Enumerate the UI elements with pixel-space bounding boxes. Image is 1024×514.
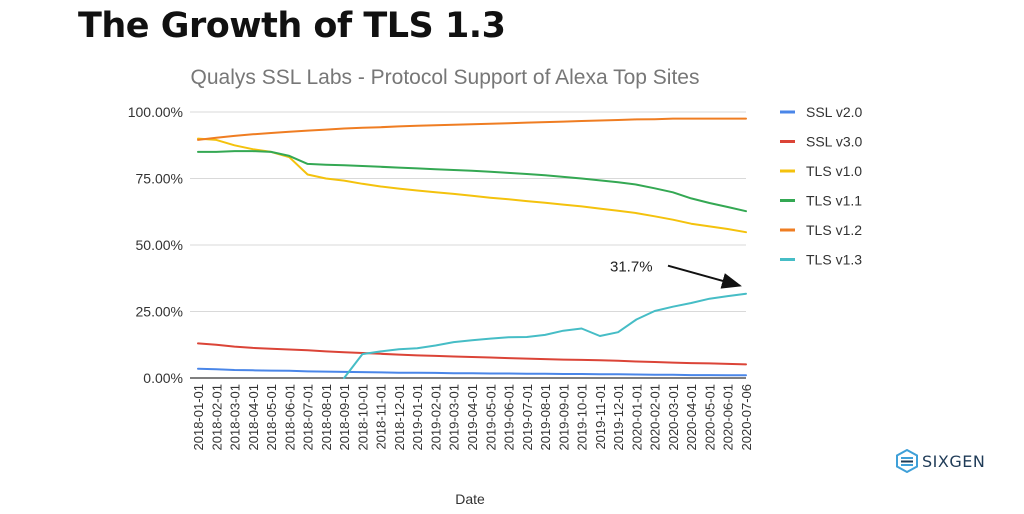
y-tick-label: 25.00% (136, 304, 183, 320)
x-tick-label: 2018-06-01 (282, 384, 297, 451)
y-tick-label: 100.00% (128, 104, 183, 120)
x-tick-label: 2019-05-01 (483, 384, 498, 451)
x-tick-label: 2018-12-01 (392, 384, 407, 451)
x-axis-label: Date (455, 491, 485, 507)
x-tick-label: 2019-02-01 (428, 384, 443, 451)
y-axis-ticks: 0.00% 25.00% 50.00% 75.00% 100.00% (128, 104, 183, 386)
x-tick-label: 2020-03-01 (666, 384, 681, 451)
legend-label: SSL v2.0 (806, 104, 863, 120)
x-tick-label: 2020-07-06 (739, 384, 754, 451)
x-axis-ticks: 2018-01-01 2018-02-01 2018-03-01 2018-04-01… (191, 384, 754, 451)
x-tick-label: 2019-03-01 (447, 384, 462, 451)
chart-title: Qualys SSL Labs - Protocol Support of Al… (191, 66, 700, 89)
sixgen-logo-icon (896, 449, 918, 473)
legend-label: TLS v1.3 (806, 252, 862, 268)
x-tick-label: 2018-08-01 (319, 384, 334, 451)
x-tick-label: 2018-07-01 (301, 384, 316, 451)
series-line-ssl-v3-0 (197, 342, 747, 366)
sixgen-logo: SIXGEN (896, 449, 985, 473)
x-tick-label: 2020-05-01 (702, 384, 717, 451)
legend-label: SSL v3.0 (806, 134, 863, 150)
legend-label: TLS v1.2 (806, 222, 862, 238)
x-tick-label: 2020-06-01 (721, 384, 736, 451)
legend-item: TLS v1.1 (780, 193, 862, 209)
x-tick-label: 2018-11-01 (374, 384, 389, 450)
series-lines (197, 117, 747, 379)
logo-text: SIXGEN (922, 451, 986, 471)
legend: SSL v2.0 SSL v3.0 TLS v1.0 TLS v1.1 TLS v1.2… (780, 104, 863, 268)
x-tick-label: 2020-02-01 (648, 384, 663, 451)
x-tick-label: 2019-10-01 (575, 384, 590, 451)
y-tick-label: 75.00% (136, 171, 183, 187)
x-tick-label: 2018-09-01 (337, 384, 352, 451)
x-tick-label: 2019-11-01 (593, 384, 608, 450)
legend-item: TLS v1.3 (780, 252, 862, 268)
x-tick-label: 2019-08-01 (538, 384, 553, 451)
x-tick-label: 2018-02-01 (209, 384, 224, 451)
series-line-ssl-v2-0 (197, 367, 747, 377)
legend-item: TLS v1.2 (780, 222, 862, 238)
x-tick-label: 2019-06-01 (502, 384, 517, 451)
legend-item: SSL v2.0 (780, 104, 863, 120)
legend-item: SSL v3.0 (780, 134, 863, 150)
x-tick-label: 2018-10-01 (355, 384, 370, 451)
x-tick-label: 2018-05-01 (264, 384, 279, 451)
y-tick-label: 0.00% (143, 370, 183, 386)
page-heading: The Growth of TLS 1.3 (78, 6, 506, 46)
x-tick-label: 2019-04-01 (465, 384, 480, 451)
x-tick-label: 2020-01-01 (629, 384, 644, 451)
x-tick-label: 2019-12-01 (611, 384, 626, 451)
annotation-label: 31.7% (610, 259, 653, 276)
x-tick-label: 2020-04-01 (684, 384, 699, 451)
series-line-tls-v1-0 (197, 137, 747, 234)
legend-label: TLS v1.0 (806, 163, 862, 179)
legend-label: TLS v1.1 (806, 193, 862, 209)
x-tick-label: 2018-01-01 (191, 384, 206, 451)
x-tick-label: 2019-07-01 (520, 384, 535, 451)
annotations: 31.7% (610, 259, 742, 289)
series-line-tls-v1-1 (197, 150, 747, 213)
y-tick-label: 50.00% (136, 237, 183, 253)
x-tick-label: 2018-03-01 (228, 384, 243, 451)
gridlines (190, 111, 746, 379)
x-tick-label: 2018-04-01 (246, 384, 261, 451)
annotation-arrow (667, 264, 742, 289)
x-tick-label: 2019-09-01 (556, 384, 571, 451)
series-line-tls-v1-3 (343, 292, 747, 379)
x-tick-label: 2019-01-01 (410, 384, 425, 451)
legend-item: TLS v1.0 (780, 163, 862, 179)
series-line-tls-v1-2 (197, 117, 747, 141)
